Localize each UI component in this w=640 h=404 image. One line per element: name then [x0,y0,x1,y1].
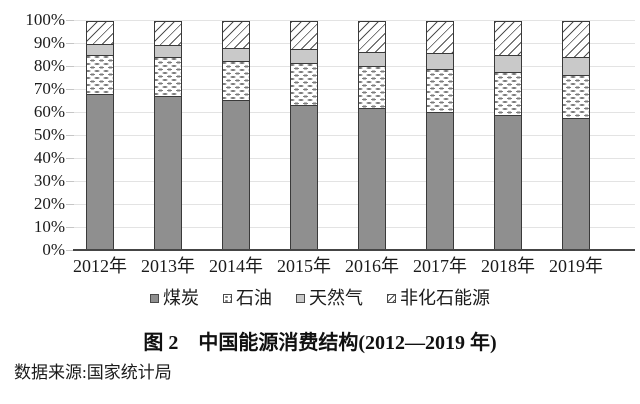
plot-area: 0% 10% 20% 30% 40% 50% 60% 70% 80% 90% 100% 2012年 20… [25,10,635,276]
bar-segment-coal [87,93,113,250]
gridline-80% [73,66,635,67]
gridline-100% [73,20,635,21]
bar-segment-gas [291,49,317,63]
y-tick [66,158,74,159]
bar-segment-oil [87,55,113,94]
bar-segment-nonfossil [359,22,385,52]
bar-segment-nonfossil [155,22,181,46]
bar-segment-gas [427,53,453,69]
bar-segment-oil [427,68,453,112]
y-axis-label: 50% [33,125,65,144]
y-axis-label: 60% [33,102,65,121]
y-axis-label: 0% [42,240,65,259]
bar-segment-coal [495,115,521,250]
bar-segment-nonfossil [87,22,113,45]
figure-caption: 图 2 中国能源消费结构(2012—2019 年) [143,332,497,354]
gridline-10% [73,227,635,228]
x-axis-label: 2015年 [277,256,331,276]
gridline-40% [73,158,635,159]
gridline-60% [73,112,635,113]
y-axis-label: 100% [25,10,65,29]
y-tick [66,250,74,251]
gridline-30% [73,181,635,182]
data-source: 数据来源:国家统计局 [14,363,172,382]
y-tick [66,43,74,44]
legend: 煤炭 石油 天然气 非化石能源 [0,287,640,309]
y-axis-label: 40% [33,148,65,167]
y-tick [66,66,74,67]
x-axis-line [73,249,635,251]
y-axis-label: 20% [33,194,65,213]
bar-2018年 [494,21,522,251]
gridline-70% [73,89,635,90]
bar-segment-coal [291,104,317,250]
y-tick [66,135,74,136]
bar-segment-gas [359,51,385,66]
gridline-90% [73,43,635,44]
y-tick [66,227,74,228]
bar-2016年 [358,21,386,251]
bar-segment-oil [495,72,521,116]
bar-segment-coal [359,108,385,250]
nonfossil-swatch-icon [387,293,396,303]
legend-item-coal: 煤炭 [150,287,199,309]
x-axis-label: 2013年 [141,256,195,276]
legend-label-nonfossil: 非化石能源 [400,288,490,308]
y-tick [66,20,74,21]
y-tick [66,89,74,90]
bar-segment-oil [223,60,249,100]
x-axis-label: 2017年 [413,256,467,276]
bar-segment-nonfossil [223,22,249,48]
y-tick [66,112,74,113]
legend-label-gas: 天然气 [309,288,363,308]
legend-item-nonfossil: 非化石能源 [387,287,490,309]
bar-2012年 [86,21,114,251]
gridline-20% [73,204,635,205]
bar-segment-gas [87,44,113,56]
bar-2015年 [290,21,318,251]
y-axis-label: 90% [33,33,65,52]
y-axis-label: 10% [33,217,65,236]
y-axis-label: 30% [33,171,65,190]
bar-segment-coal [427,111,453,250]
y-axis-label: 80% [33,56,65,75]
bar-segment-oil [563,75,589,119]
bar-segment-nonfossil [495,22,521,56]
legend-label-oil: 石油 [236,288,272,308]
gridline-50% [73,135,635,136]
x-axis-label: 2018年 [481,256,535,276]
y-axis-label: 70% [33,79,65,98]
legend-item-oil: 石油 [223,287,272,309]
legend-label-coal: 煤炭 [163,288,199,308]
bar-segment-gas [495,55,521,73]
gas-swatch-icon [296,293,305,303]
y-tick [66,181,74,182]
bar-2019年 [562,21,590,251]
oil-swatch-icon [223,293,232,303]
bar-segment-nonfossil [427,22,453,53]
bar-segment-nonfossil [563,22,589,57]
bar-segment-nonfossil [291,22,317,50]
bar-segment-gas [155,45,181,58]
bar-segment-oil [359,65,385,109]
bar-segment-oil [155,57,181,97]
x-axis-label: 2019年 [549,256,603,276]
bar-segment-coal [563,118,589,250]
bar-segment-oil [291,62,317,105]
bar-2014年 [222,21,250,251]
bar-segment-gas [223,47,249,61]
legend-item-gas: 天然气 [296,287,363,309]
x-axis-label: 2012年 [73,256,127,276]
x-axis-label: 2016年 [345,256,399,276]
coal-swatch-icon [150,293,159,303]
bar-2017年 [426,21,454,251]
x-axis-label: 2014年 [209,256,263,276]
bar-segment-gas [563,56,589,76]
bar-segment-coal [223,99,249,250]
bar-2013年 [154,21,182,251]
y-tick [66,204,74,205]
bar-segment-coal [155,96,181,250]
